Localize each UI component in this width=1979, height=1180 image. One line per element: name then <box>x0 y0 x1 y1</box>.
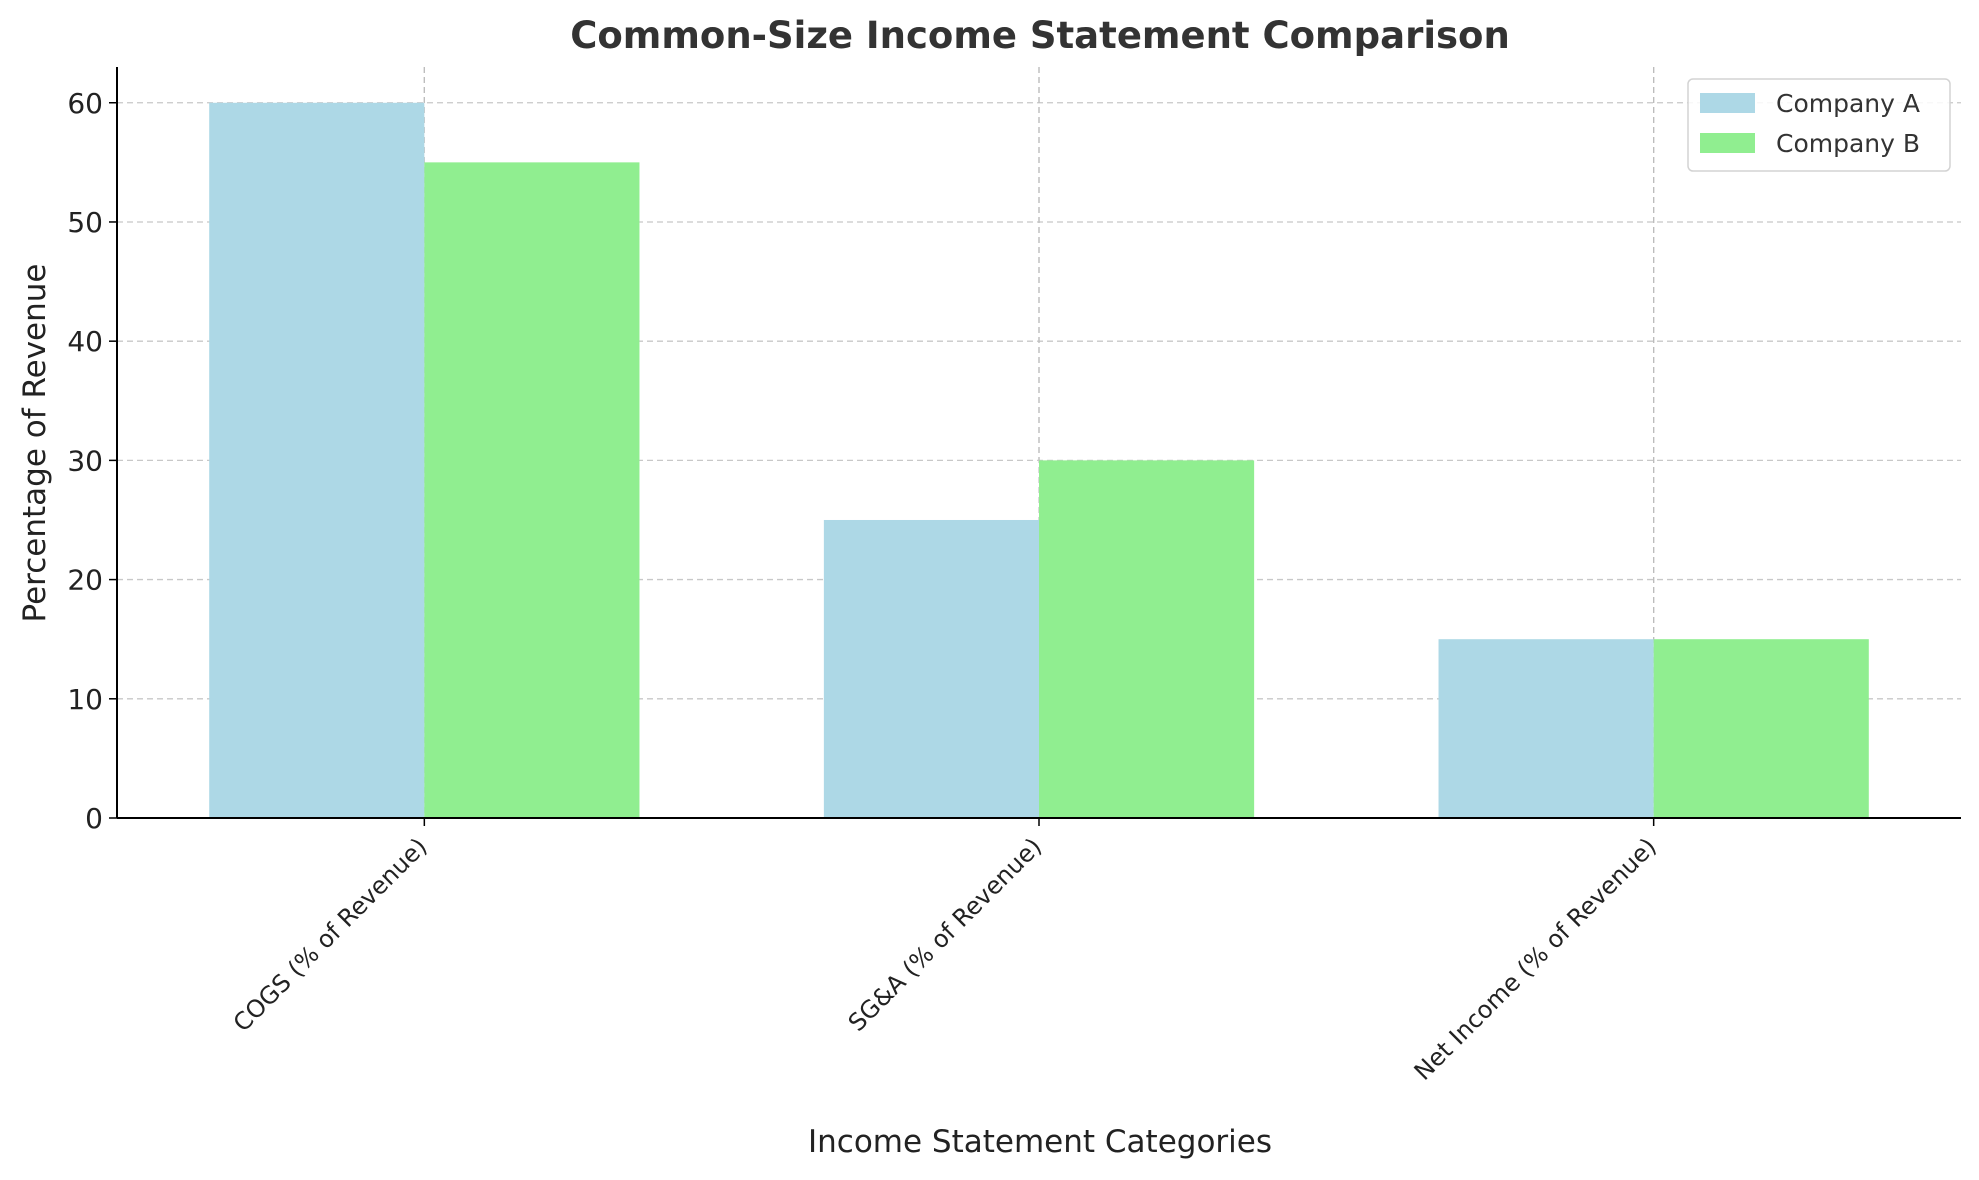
y-tick-label: 60 <box>67 87 103 120</box>
bar-company-a <box>823 519 1039 818</box>
legend-label: Company B <box>1776 129 1920 158</box>
chart-title: Common-Size Income Statement Comparison <box>570 14 1510 57</box>
bar-company-a <box>1438 639 1654 818</box>
bar-company-b <box>424 162 640 818</box>
x-tick-label: COGS (% of Revenue) <box>228 832 433 1037</box>
x-tick-label: Net Income (% of Revenue) <box>1409 832 1662 1085</box>
y-axis-title: Percentage of Revenue <box>17 264 53 623</box>
y-tick-label: 20 <box>67 564 103 597</box>
bar-company-a <box>209 102 425 818</box>
bar-company-b <box>1039 460 1255 818</box>
y-tick-label: 0 <box>85 802 103 835</box>
axes <box>109 67 1961 826</box>
y-tick-label: 50 <box>67 206 103 239</box>
bar-company-b <box>1653 639 1869 818</box>
y-tick-label: 40 <box>67 325 103 358</box>
x-axis-title: Income Statement Categories <box>808 1124 1272 1160</box>
legend-label: Company A <box>1776 89 1920 118</box>
legend: Company A Company B <box>1687 78 1951 172</box>
y-tick-label: 30 <box>67 444 103 477</box>
legend-swatch <box>1700 93 1755 113</box>
legend-swatch <box>1700 133 1755 153</box>
y-tick-label: 10 <box>67 683 103 716</box>
bars <box>209 67 1869 818</box>
x-tick-label: SG&A (% of Revenue) <box>843 832 1047 1036</box>
